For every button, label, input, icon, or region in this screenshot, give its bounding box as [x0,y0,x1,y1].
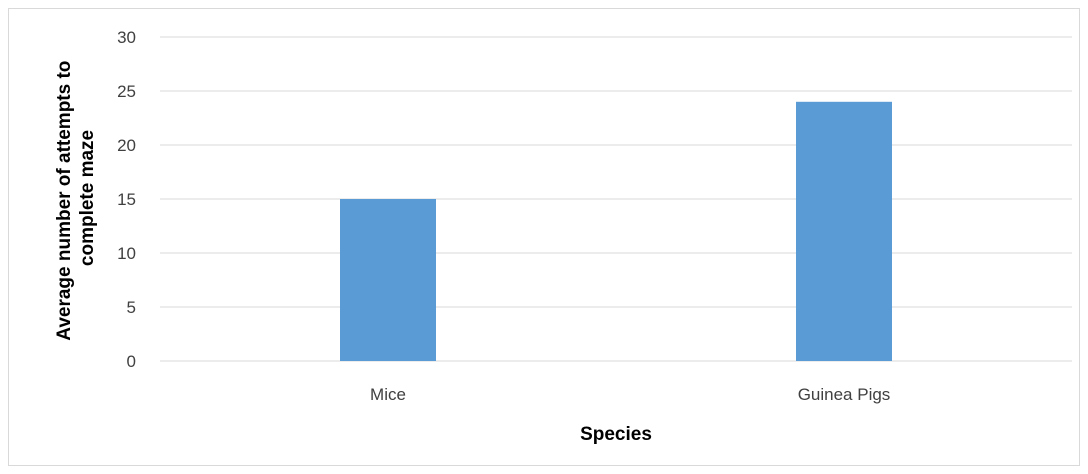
y-tick-label-0: 0 [127,352,136,371]
y-axis-title-line-1: Average number of attempts to [54,61,75,341]
bar-mice [340,199,436,361]
bar-guinea-pigs [796,101,892,362]
y-tick-label-30: 30 [117,28,136,47]
gridlines [160,36,1072,362]
chart-frame [8,8,1080,466]
x-tick-label-guinea-pigs: Guinea Pigs [798,385,891,404]
bars [340,101,892,362]
x-tick-labels: Mice Guinea Pigs [370,385,890,404]
y-tick-labels: 0 5 10 15 20 25 30 [117,28,136,371]
y-axis-title: Average number of attempts to complete m… [54,55,98,340]
y-tick-label-15: 15 [117,190,136,209]
y-tick-label-10: 10 [117,244,136,263]
y-tick-label-20: 20 [117,136,136,155]
y-axis-title-line-2: complete maze [77,130,98,266]
x-tick-label-mice: Mice [370,385,406,404]
y-tick-label-25: 25 [117,82,136,101]
y-tick-label-5: 5 [127,298,136,317]
x-axis-title: Species [580,424,652,445]
